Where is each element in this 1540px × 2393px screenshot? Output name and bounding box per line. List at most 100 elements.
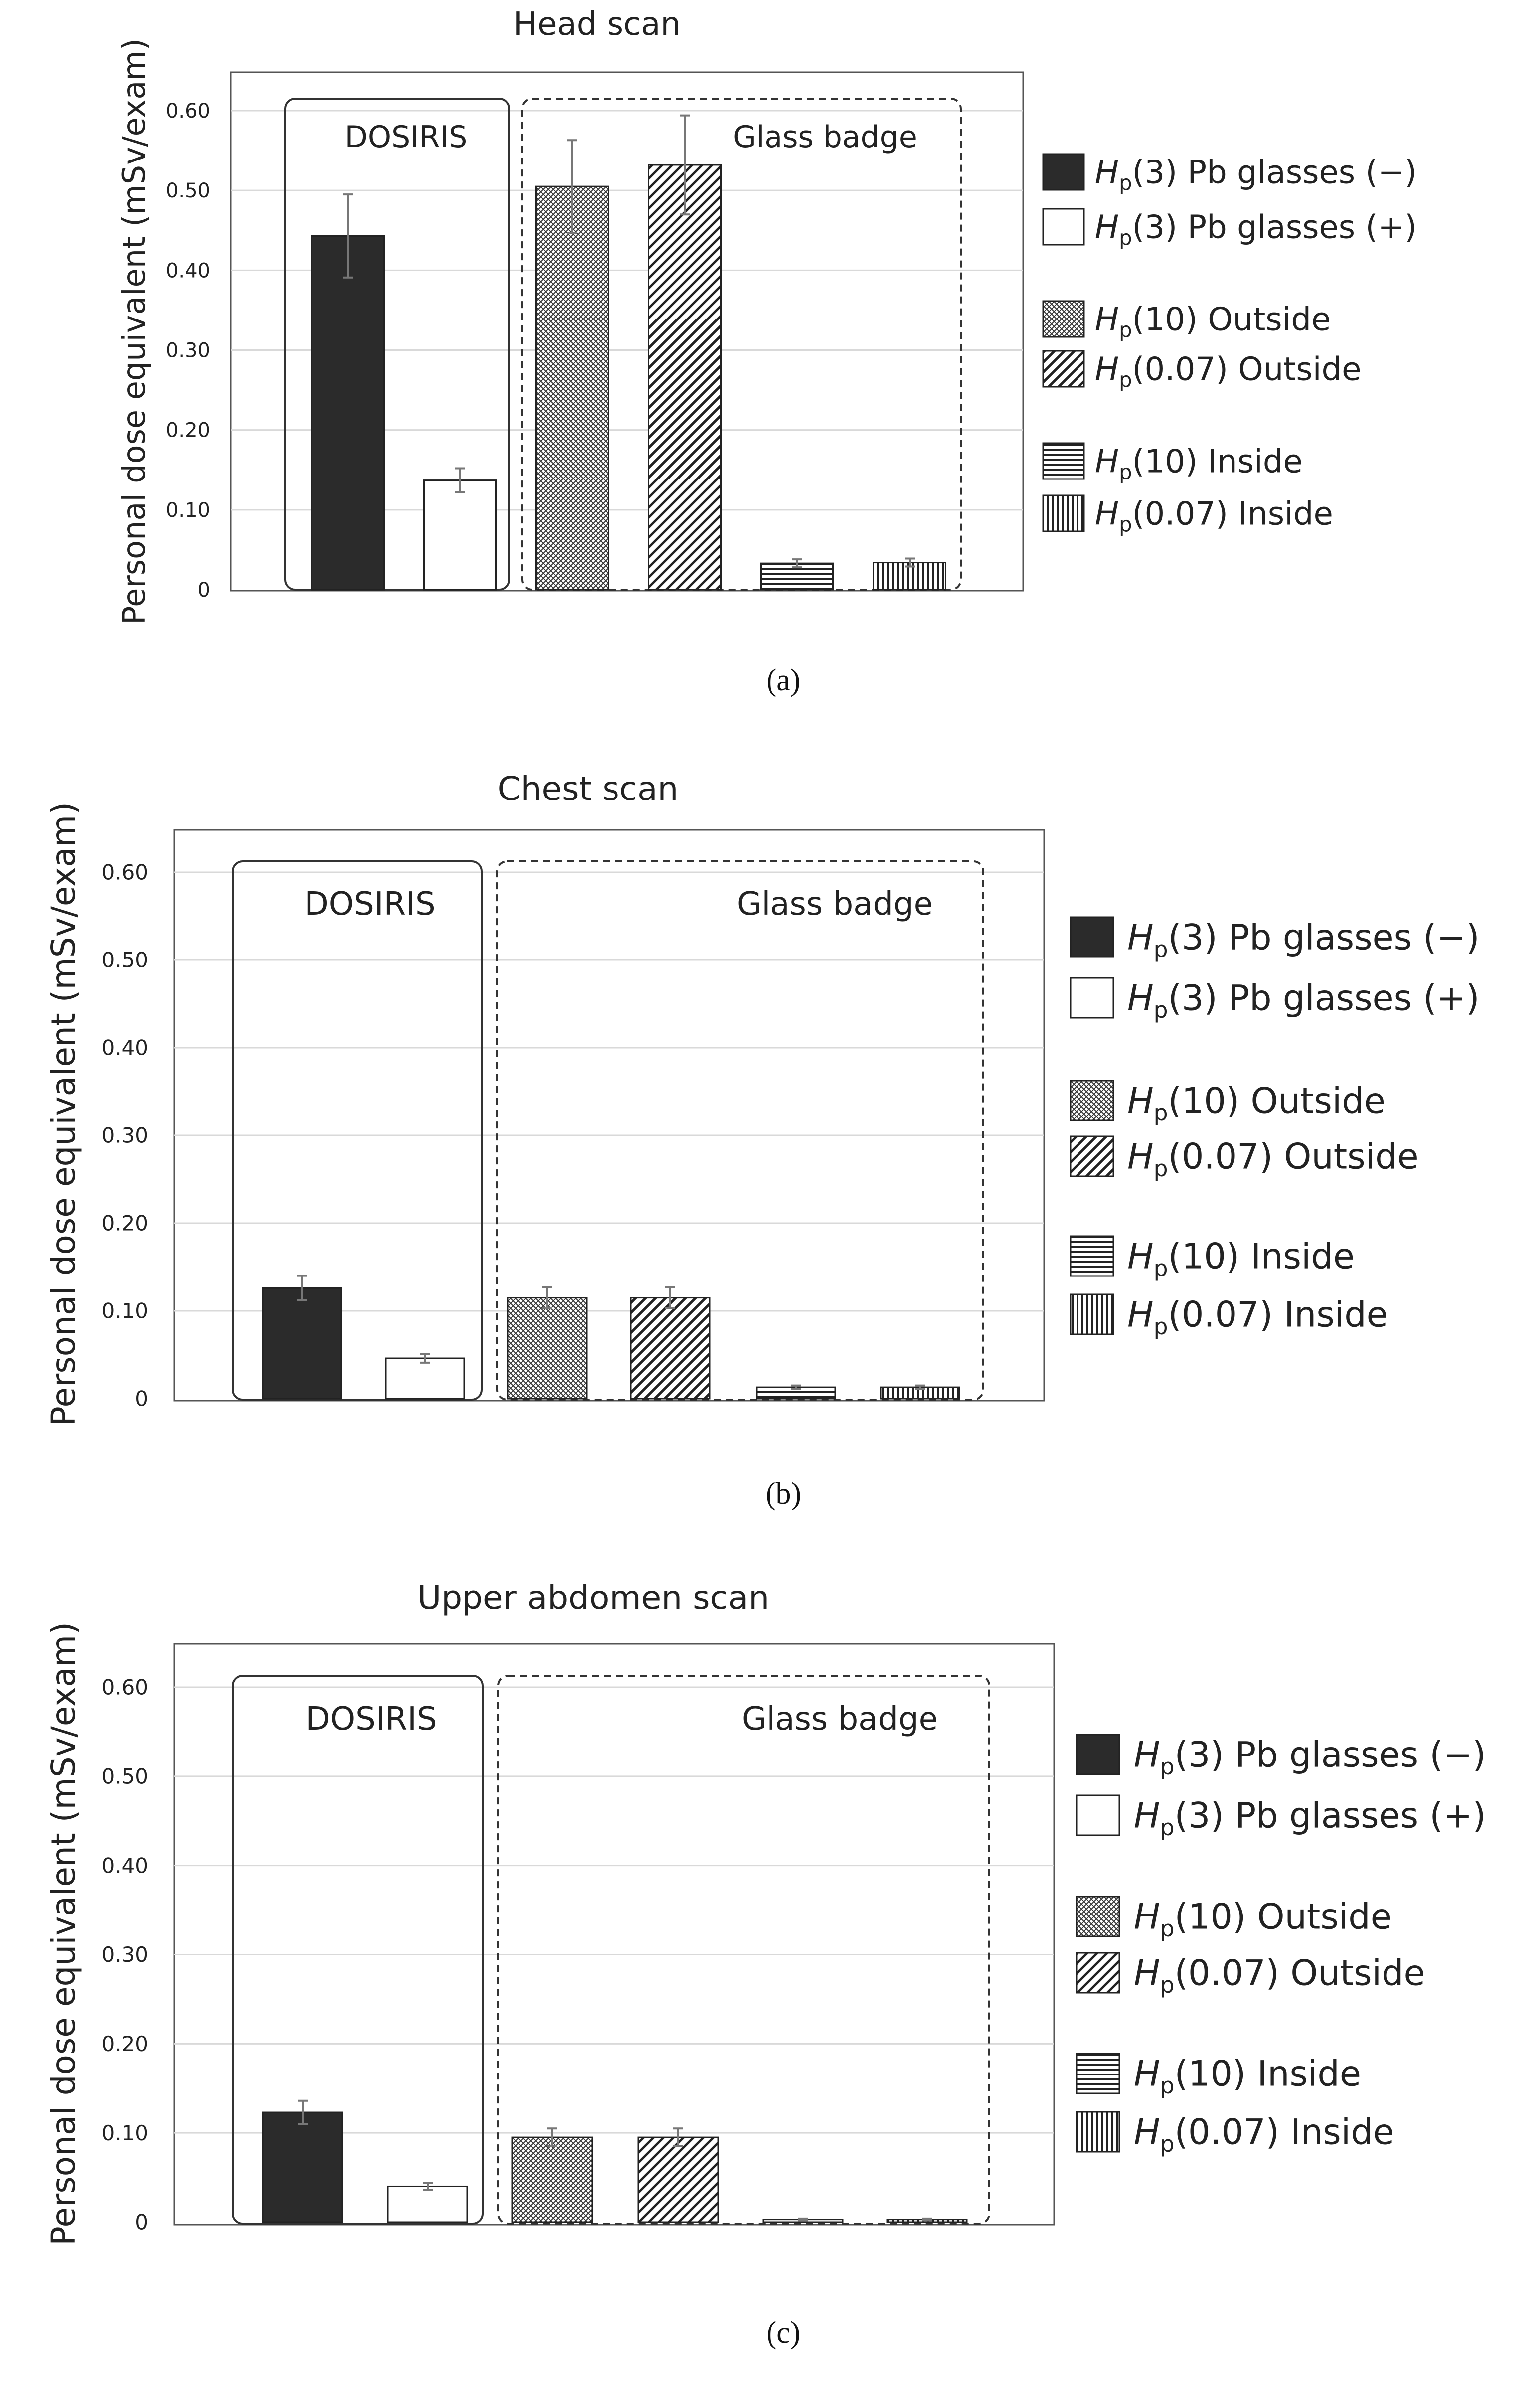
y-tick-label: 0 xyxy=(198,579,210,602)
legend-label: Hp(0.07) Outside xyxy=(1127,1136,1419,1182)
y-tick-label: 0.50 xyxy=(101,948,148,972)
legend-swatch-crosshatch xyxy=(1070,1080,1114,1121)
y-tick-label: 0.10 xyxy=(101,1299,148,1323)
plot-frame xyxy=(173,1643,1055,2226)
legend-swatch-vertical xyxy=(1042,494,1085,532)
error-bar xyxy=(922,2217,932,2222)
y-tick-label: 0.30 xyxy=(166,339,210,362)
legend: Hp(3) Pb glasses (−) Hp(3) Pb glasses (+)… xyxy=(1042,153,1417,536)
panel-caption: (c) xyxy=(767,2316,801,2350)
legend-label: Hp(3) Pb glasses (+) xyxy=(1134,1795,1486,1841)
bar-solid xyxy=(311,235,385,591)
panel-caption: (b) xyxy=(766,1477,801,1511)
legend-item: Hp(3) Pb glasses (−) xyxy=(1042,153,1417,195)
legend-label: Hp(0.07) Inside xyxy=(1134,2112,1394,2157)
legend-swatch-horizontal xyxy=(1076,2053,1120,2094)
error-bar xyxy=(792,558,802,569)
legend-item: Hp(3) Pb glasses (+) xyxy=(1070,977,1480,1023)
error-bar xyxy=(791,1384,801,1390)
legend-swatch-horizontal xyxy=(1070,1235,1114,1277)
error-bar xyxy=(665,1286,675,1309)
legend-item: Hp(10) Inside xyxy=(1076,2053,1361,2099)
glass-badge-label: Glass badge xyxy=(733,120,917,155)
error-bar xyxy=(915,1384,925,1390)
y-tick-label: 0.10 xyxy=(101,2121,148,2145)
chart-title: Upper abdomen scan xyxy=(417,1579,769,1617)
legend-swatch-solid xyxy=(1076,1734,1120,1775)
error-bar xyxy=(423,2182,433,2191)
dosiris-group-box xyxy=(232,860,483,1401)
legend-swatch-diagonal xyxy=(1076,1952,1120,1994)
legend-item: Hp(3) Pb glasses (−) xyxy=(1076,1734,1486,1780)
y-tick-label: 0.30 xyxy=(101,1942,148,1967)
legend-swatch-crosshatch xyxy=(1076,1896,1120,1937)
error-bar xyxy=(547,2127,557,2147)
chart-title: Head scan xyxy=(513,6,681,43)
legend-swatch-diagonal xyxy=(1070,1135,1114,1177)
legend-item: Hp(0.07) Inside xyxy=(1070,1293,1388,1340)
legend-swatch-solid xyxy=(1042,153,1085,191)
chart-panel-c: Upper abdomen scan 0 0.10 0.20 0.30 0.40 0.50… xyxy=(44,1579,1486,2350)
legend-label: Hp(10) Outside xyxy=(1127,1081,1386,1126)
legend-label: Hp(3) Pb glasses (+) xyxy=(1127,978,1480,1023)
legend: Hp(3) Pb glasses (−) Hp(3) Pb glasses (+)… xyxy=(1070,916,1480,1340)
legend-swatch-crosshatch xyxy=(1042,300,1085,338)
y-tick-label: 0 xyxy=(135,2210,148,2234)
dosiris-label: DOSIRIS xyxy=(304,886,435,923)
error-bar xyxy=(567,139,577,234)
bar-diagonal xyxy=(630,1297,711,1400)
legend-label: Hp(3) Pb glasses (−) xyxy=(1127,917,1480,962)
legend-item: Hp(0.07) Outside xyxy=(1070,1135,1419,1182)
bar-white xyxy=(423,479,497,591)
legend-item: Hp(10) Outside xyxy=(1042,300,1331,342)
error-bar xyxy=(905,557,915,568)
bar-diagonal xyxy=(637,2136,719,2223)
legend-swatch-solid xyxy=(1070,916,1114,958)
legend-item: Hp(3) Pb glasses (+) xyxy=(1042,208,1417,250)
error-bar xyxy=(455,467,465,493)
bar-solid xyxy=(262,1287,342,1400)
dosiris-group-box xyxy=(232,1675,484,2225)
legend-label: Hp(0.07) Inside xyxy=(1095,495,1333,536)
legend-item: Hp(10) Outside xyxy=(1070,1080,1386,1126)
legend-label: Hp(0.07) Outside xyxy=(1095,351,1361,392)
y-axis-label: Personal dose equivalent (mSv/exam) xyxy=(44,802,83,1426)
legend-item: Hp(10) Inside xyxy=(1070,1235,1355,1281)
glass-badge-label: Glass badge xyxy=(742,1701,938,1738)
error-bar xyxy=(798,2217,808,2222)
glass-badge-group-box xyxy=(521,98,962,591)
legend-label: Hp(10) Outside xyxy=(1134,1897,1392,1942)
legend-swatch-white xyxy=(1042,208,1085,246)
y-tick-label: 0.60 xyxy=(101,1675,148,1700)
error-bar xyxy=(343,193,353,279)
glass-badge-group-box xyxy=(496,860,984,1401)
legend-item: Hp(3) Pb glasses (+) xyxy=(1076,1794,1486,1841)
error-bar xyxy=(673,2127,683,2147)
panel-caption: (a) xyxy=(767,663,801,697)
y-tick-label: 0.30 xyxy=(101,1123,148,1148)
bar-white xyxy=(387,2185,468,2223)
chart-panel-a: Head scan 0 0.10 0.20 0.30 0.40 0.50 0.60 DOSI… xyxy=(116,6,1417,697)
bar-white xyxy=(385,1357,465,1400)
legend: Hp(3) Pb glasses (−) Hp(3) Pb glasses (+)… xyxy=(1076,1734,1486,2157)
legend-label: Hp(0.07) Inside xyxy=(1127,1294,1388,1340)
legend-swatch-diagonal xyxy=(1042,350,1085,388)
legend-label: Hp(10) Inside xyxy=(1095,443,1303,484)
y-tick-label: 0.40 xyxy=(101,1036,148,1060)
legend-label: Hp(0.07) Outside xyxy=(1134,1953,1425,1998)
legend-item: Hp(10) Outside xyxy=(1076,1896,1392,1942)
y-tick-label: 0.50 xyxy=(101,1764,148,1789)
legend-swatch-vertical xyxy=(1076,2111,1120,2153)
legend-item: Hp(0.07) Inside xyxy=(1076,2111,1394,2157)
y-tick-label: 0.40 xyxy=(101,1853,148,1878)
legend-swatch-white xyxy=(1076,1794,1120,1836)
error-bar xyxy=(298,2099,308,2125)
dosiris-group-box xyxy=(284,98,510,591)
legend-swatch-vertical xyxy=(1070,1293,1114,1335)
chart-title: Chest scan xyxy=(498,770,679,808)
y-tick-label: 0.10 xyxy=(166,499,210,522)
bar-crosshatch xyxy=(535,185,609,591)
legend-label: Hp(3) Pb glasses (−) xyxy=(1134,1735,1486,1780)
legend-label: Hp(10) Inside xyxy=(1127,1236,1355,1281)
bar-crosshatch xyxy=(511,2136,593,2223)
